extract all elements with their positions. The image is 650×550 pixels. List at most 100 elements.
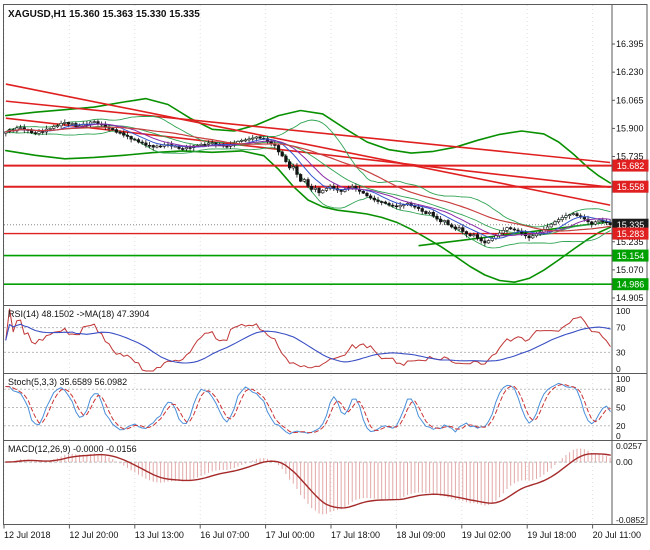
- candle-body: [464, 231, 469, 235]
- candle-body: [52, 126, 56, 129]
- price-tick-label: 15.235: [616, 237, 644, 247]
- price-badge: [612, 159, 649, 172]
- candle-body: [140, 141, 144, 144]
- candle-body: [247, 138, 251, 141]
- stoch-k-line: [5, 382, 611, 435]
- candle-body: [199, 143, 203, 146]
- price-badge: [612, 278, 649, 291]
- main-plot-area[interactable]: [4, 5, 612, 305]
- candle-body: [313, 187, 317, 190]
- price-badge: [612, 180, 649, 193]
- time-label: 17 Jul 18:00: [331, 530, 380, 540]
- candle-body: [472, 234, 476, 237]
- ma-slow-line: [5, 126, 611, 232]
- candle-body: [505, 227, 509, 231]
- stoch-axis-label: 100: [616, 374, 630, 384]
- time-axis[interactable]: [3, 524, 647, 548]
- candle-body: [122, 132, 126, 136]
- candle-body: [534, 233, 539, 237]
- candle-body: [442, 220, 446, 223]
- price-tick-label: 14.905: [616, 293, 644, 303]
- price-axis[interactable]: [612, 4, 650, 524]
- candle-body: [549, 223, 553, 228]
- candle-body: [450, 224, 454, 228]
- macd-axis-label: 0.0257: [616, 441, 642, 451]
- candle-body: [306, 179, 310, 187]
- candle-body: [254, 136, 259, 139]
- price-tick-label: 16.065: [616, 95, 644, 105]
- candle-body: [147, 144, 152, 147]
- candle-body: [324, 188, 329, 191]
- candle-body: [446, 220, 450, 226]
- candle-body: [41, 131, 45, 133]
- candle-body: [159, 145, 163, 148]
- price-badge-label: 15.283: [617, 229, 645, 239]
- price-badge: [612, 227, 649, 240]
- time-label: 19 Jul 18:00: [527, 530, 576, 540]
- candle-body: [276, 145, 281, 153]
- candle-body: [435, 215, 439, 220]
- candle-body: [365, 192, 369, 197]
- descending-trend-line[interactable]: [5, 100, 611, 164]
- candle-body: [564, 215, 568, 218]
- candle-body: [206, 142, 211, 145]
- candle-body: [398, 204, 402, 208]
- candle-body: [608, 222, 612, 226]
- rsi-ma-line: [5, 323, 611, 364]
- rsi-line: [5, 308, 611, 372]
- stoch-indicator-label: Stoch(5,3,3) 35.6589 56.0982: [8, 377, 128, 387]
- price-tick-label: 16.230: [616, 67, 644, 77]
- candle-body: [369, 195, 373, 199]
- stoch-axis-label: 80: [616, 384, 626, 394]
- candle-body: [184, 147, 189, 150]
- candle-body: [383, 201, 387, 204]
- time-label: 18 Jul 09:00: [396, 530, 445, 540]
- bollinger-upper: [5, 115, 611, 228]
- descending-trend-line[interactable]: [5, 117, 611, 189]
- candle-body: [302, 179, 306, 182]
- candle-body: [590, 221, 594, 225]
- price-badge-label: 15.154: [617, 251, 645, 261]
- candle-body: [575, 213, 579, 216]
- candle-body: [380, 201, 384, 203]
- candle-body: [424, 211, 428, 214]
- candle-body: [556, 219, 561, 223]
- price-tick-label: 15.900: [616, 123, 644, 133]
- candle-body: [420, 208, 424, 212]
- candle-body: [18, 127, 23, 129]
- candle-body: [431, 211, 435, 217]
- time-label: 16 Jul 07:00: [200, 530, 249, 540]
- candle-body: [37, 131, 41, 134]
- envelope-upper-band[interactable]: [5, 97, 612, 184]
- candle-body: [372, 197, 376, 201]
- candle-body: [468, 233, 472, 237]
- envelope-lower-band[interactable]: [5, 149, 612, 284]
- macd-signal-line: [5, 453, 611, 509]
- ma-mid-line: [5, 123, 611, 237]
- descending-trend-line[interactable]: [5, 83, 611, 206]
- candle-body: [317, 187, 321, 194]
- candle-body: [457, 227, 461, 230]
- price-badge: [612, 249, 649, 262]
- price-badge-label: 14.986: [617, 280, 645, 290]
- candle-body: [571, 213, 575, 215]
- candle-body: [391, 204, 395, 207]
- candle-body: [527, 235, 531, 239]
- candle-body: [321, 190, 325, 194]
- candle-body: [284, 155, 288, 162]
- candle-body: [387, 203, 391, 206]
- candle-body: [427, 211, 432, 214]
- candle-body: [339, 189, 343, 192]
- candle-body: [258, 136, 262, 139]
- candle-body: [461, 227, 465, 232]
- candle-body: [144, 142, 148, 146]
- candle-body: [280, 151, 284, 157]
- price-badge-label: 15.682: [617, 161, 645, 171]
- price-badge-label: 15.335: [617, 220, 645, 230]
- candle-body: [475, 234, 480, 239]
- candle-body: [516, 229, 520, 232]
- candle-body: [66, 122, 71, 125]
- rsi-indicator-label: RSI(14) 48.1502 ->MA(18) 47.3904: [8, 309, 150, 319]
- candle-body: [48, 128, 52, 130]
